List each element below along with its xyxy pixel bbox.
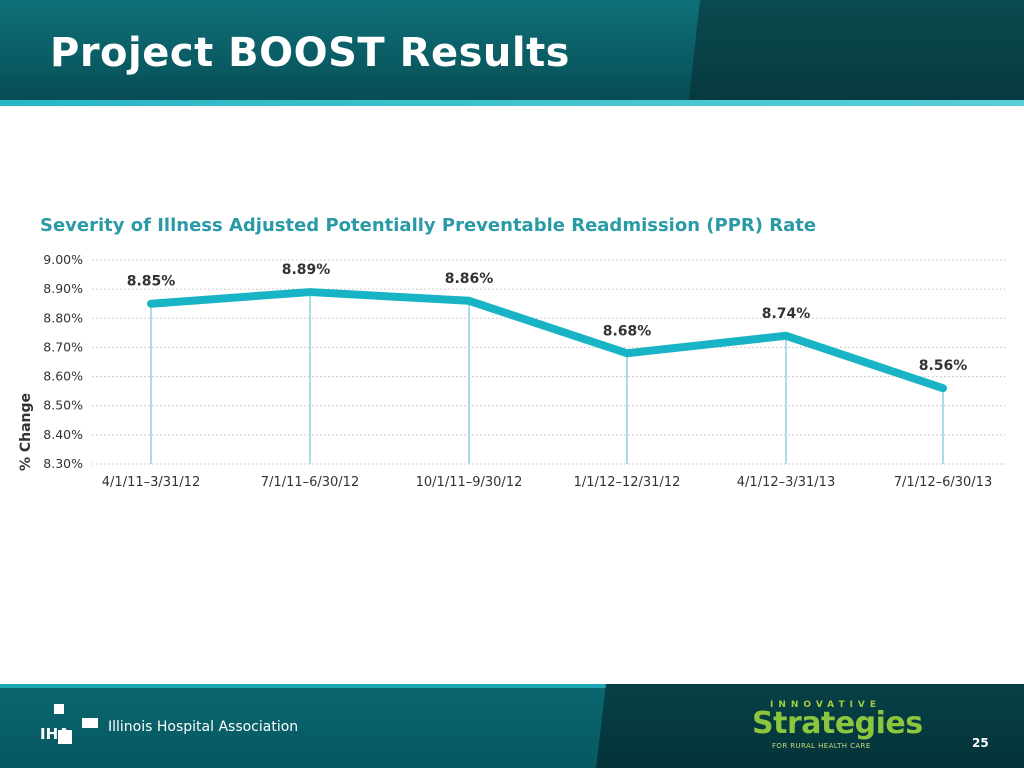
x-tick-label: 4/1/12–3/31/13 [737,475,835,490]
x-tick-label: 7/1/12–6/30/13 [894,475,992,490]
footer-band: IHA Illinois Hospital Association INNOVA… [0,684,1024,768]
y-tick-label: 9.00% [43,252,83,267]
data-label: 8.85% [127,274,176,290]
y-tick-label: 8.50% [43,398,83,413]
y-tick-label: 8.80% [43,310,83,325]
brand-subtitle: FOR RURAL HEALTH CARE [772,742,871,750]
brand-innovative: INNOVATIVE [770,700,882,710]
data-label: 8.56% [919,358,968,374]
chart-title: Severity of Illness Adjusted Potentially… [40,215,816,236]
header-dark-panel [688,0,1024,106]
y-tick-label: 8.40% [43,427,83,442]
data-label: 8.89% [282,262,331,278]
y-axis-label: % Change [18,393,34,471]
x-tick-label: 1/1/12–12/31/12 [574,475,681,490]
x-tick-label: 10/1/11–9/30/12 [416,475,523,490]
iha-logo-text: IHA [40,725,70,743]
series-line [147,288,947,393]
slide-title: Project BOOST Results [50,30,570,76]
brand-strategies: Strategies [752,706,923,741]
header-accent-rule [0,100,1024,106]
iha-logo: IHA [40,704,98,744]
organization-name: Illinois Hospital Association [108,719,299,735]
page-number: 25 [972,736,989,750]
footer-dark-panel [596,684,1024,768]
x-tick-label: 4/1/11–3/31/12 [102,475,200,490]
y-tick-label: 8.30% [43,456,83,471]
data-label: 8.86% [445,271,494,287]
footer-accent-rule [0,684,1024,688]
y-tick-label: 8.90% [43,281,83,296]
ppr-rate-line-chart: Severity of Illness Adjusted Potentially… [18,215,1005,490]
y-tick-label: 8.70% [43,339,83,354]
header-band: Project BOOST Results [0,0,1024,106]
data-label: 8.68% [603,323,652,339]
x-tick-label: 7/1/11–6/30/12 [261,475,359,490]
data-label: 8.74% [762,306,811,322]
y-tick-label: 8.60% [43,369,83,384]
